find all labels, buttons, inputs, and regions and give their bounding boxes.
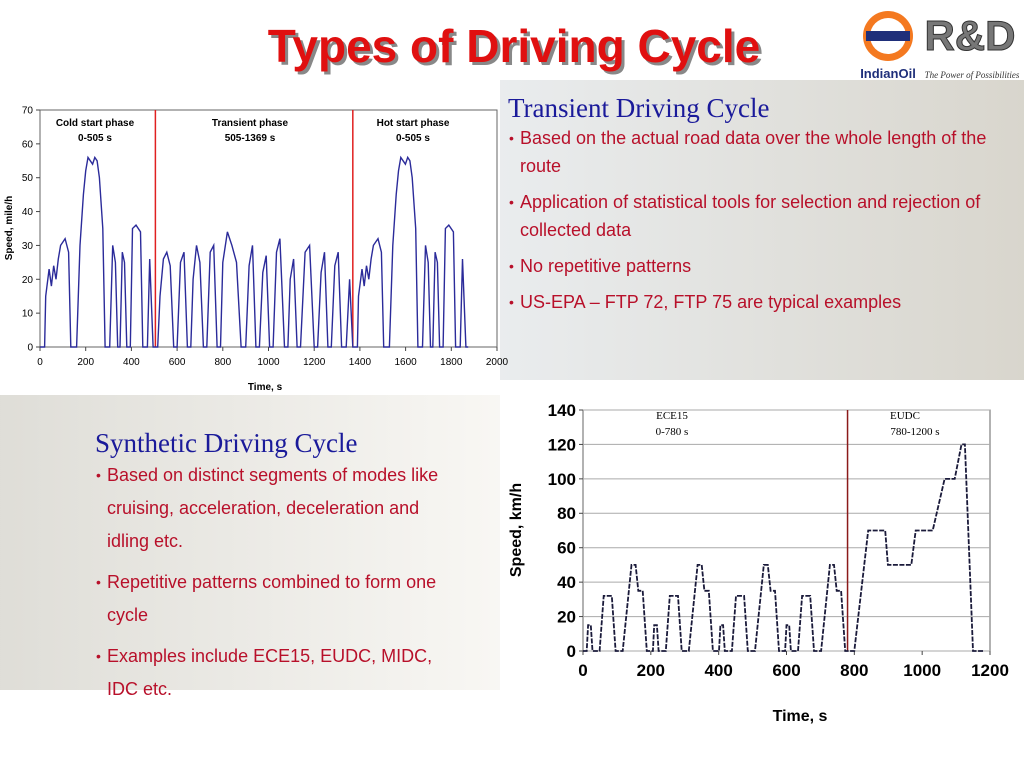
x-tick-label: 200 — [77, 357, 94, 368]
chart-panel — [507, 393, 1024, 768]
x-tick-label: 1200 — [971, 661, 1009, 680]
x-tick-label: 0 — [578, 661, 587, 680]
x-axis-label: Time, s — [248, 382, 283, 393]
y-tick-label: 20 — [557, 608, 576, 627]
annotation: 780-1200 s — [890, 426, 939, 438]
y-tick-label: 40 — [22, 207, 34, 218]
y-tick-label: 10 — [22, 309, 34, 320]
y-tick-label: 120 — [548, 435, 576, 454]
logo-tagline: The Power of Possibilities — [925, 70, 1020, 80]
bullet: Application of statistical tools for sel… — [509, 188, 1008, 244]
logo-brand: IndianOil — [860, 66, 916, 81]
y-tick-label: 80 — [557, 504, 576, 523]
logo-name: R&D — [925, 12, 1016, 59]
y-tick-label: 0 — [567, 642, 576, 661]
speed-trace — [583, 443, 984, 652]
y-axis-label: Speed, km/h — [508, 483, 525, 577]
y-axis-label: Speed, mile/h — [4, 196, 15, 260]
y-tick-label: 60 — [557, 539, 576, 558]
section-heading: Transient Driving Cycle — [508, 93, 770, 123]
annotation: EUDC — [890, 410, 920, 422]
y-tick-label: 60 — [22, 139, 34, 150]
x-tick-label: 1800 — [440, 357, 463, 368]
bullet-list: Based on the actual road data over the w… — [508, 124, 1008, 316]
bullet: Examples include ECE15, EUDC, MIDC, IDC … — [96, 640, 460, 706]
y-tick-label: 70 — [22, 106, 34, 117]
x-tick-label: 800 — [840, 661, 868, 680]
speed-trace — [40, 155, 469, 348]
annotation: ECE15 — [656, 410, 688, 422]
x-tick-label: 1400 — [349, 357, 372, 368]
annotation: Cold start phase — [56, 118, 135, 129]
y-tick-label: 140 — [548, 401, 576, 420]
section-heading: Synthetic Driving Cycle — [95, 428, 358, 458]
bullet-list: Based on distinct segments of modes like… — [95, 459, 460, 706]
x-axis-label: Time, s — [773, 708, 828, 725]
bullet: US-EPA – FTP 72, FTP 75 are typical exam… — [509, 288, 1008, 316]
x-tick-label: 800 — [214, 357, 231, 368]
slide-title: Types of Driving Cycle — [268, 20, 761, 72]
bullet: Based on distinct segments of modes like… — [96, 459, 460, 558]
title-shadow: Types of Driving Cycle — [271, 23, 764, 75]
x-tick-label: 600 — [772, 661, 800, 680]
x-tick-label: 1000 — [903, 661, 941, 680]
y-tick-label: 40 — [557, 573, 576, 592]
y-tick-label: 100 — [548, 470, 576, 489]
annotation: 505-1369 s — [225, 133, 276, 144]
section: Synthetic Driving CycleBased on distinct… — [95, 427, 460, 714]
x-tick-label: 400 — [123, 357, 140, 368]
y-tick-label: 30 — [22, 241, 34, 252]
y-tick-label: 20 — [22, 275, 34, 286]
x-tick-label: 2000 — [486, 357, 509, 368]
x-tick-label: 200 — [637, 661, 665, 680]
annotation: 0-505 s — [78, 133, 112, 144]
logo-mark — [866, 31, 910, 41]
bullet: Based on the actual road data over the w… — [509, 124, 1008, 180]
x-tick-label: 1200 — [303, 357, 326, 368]
x-tick-label: 600 — [169, 357, 186, 368]
chart-panel — [0, 80, 500, 380]
y-tick-label: 50 — [22, 173, 34, 184]
y-tick-label: 0 — [27, 343, 33, 354]
annotation: Hot start phase — [377, 118, 450, 129]
bullet: No repetitive patterns — [509, 252, 1008, 280]
bullet: Repetitive patterns combined to form one… — [96, 566, 460, 632]
x-tick-label: 0 — [37, 357, 43, 368]
x-tick-label: 400 — [704, 661, 732, 680]
annotation: 0-780 s — [656, 426, 689, 438]
x-tick-label: 1000 — [257, 357, 280, 368]
section: Transient Driving CycleBased on the actu… — [508, 92, 1008, 324]
annotation: 0-505 s — [396, 133, 430, 144]
annotation: Transient phase — [212, 118, 289, 129]
x-tick-label: 1600 — [394, 357, 417, 368]
